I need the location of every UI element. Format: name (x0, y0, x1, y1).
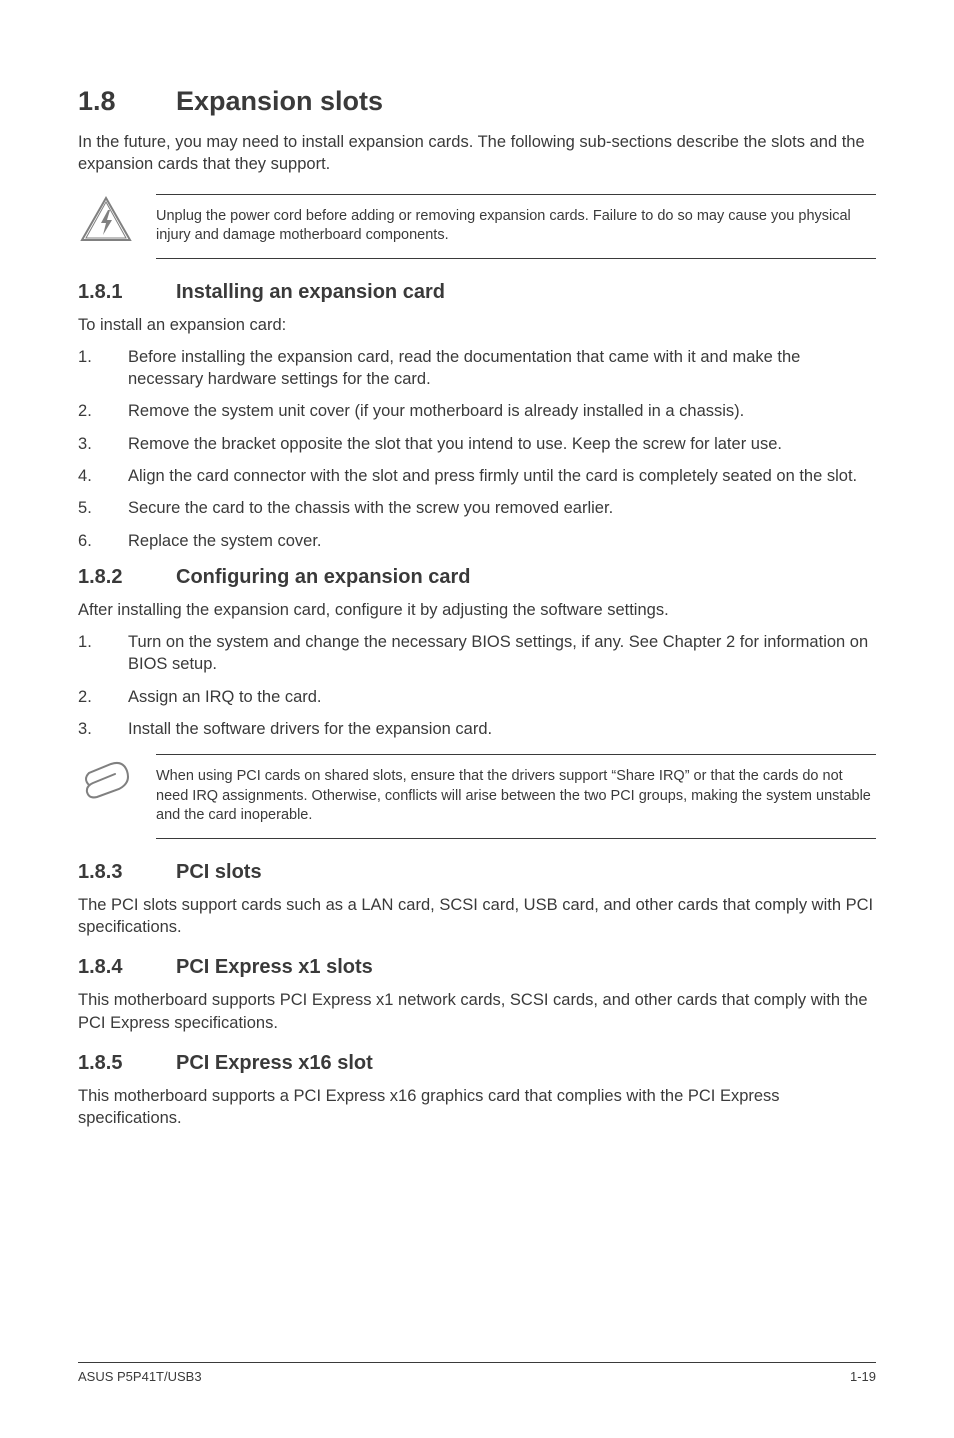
lightning-warning-icon (78, 194, 134, 250)
subsection-title: PCI slots (176, 861, 262, 883)
section-heading: 1.8Expansion slots (78, 86, 876, 117)
subsection-body: This motherboard supports PCI Express x1… (78, 989, 876, 1034)
footer-page-number: 1-19 (850, 1369, 876, 1384)
list-item: Secure the card to the chassis with the … (78, 497, 876, 519)
subsection-heading: 1.8.1Installing an expansion card (78, 281, 876, 304)
section-title: Expansion slots (176, 86, 383, 116)
list-item: Assign an IRQ to the card. (78, 686, 876, 708)
subsection-intro: To install an expansion card: (78, 314, 876, 336)
list-item: Replace the system cover. (78, 530, 876, 552)
paperclip-info-icon (78, 754, 134, 810)
section-number: 1.8 (78, 86, 176, 117)
section-intro: In the future, you may need to install e… (78, 131, 876, 176)
list-item: Install the software drivers for the exp… (78, 718, 876, 740)
subsection-title: Installing an expansion card (176, 281, 445, 303)
info-note-text: When using PCI cards on shared slots, en… (156, 754, 876, 839)
page-footer: ASUS P5P41T/USB3 1-19 (78, 1362, 876, 1384)
subsection-heading: 1.8.5PCI Express x16 slot (78, 1052, 876, 1075)
list-item: Align the card connector with the slot a… (78, 465, 876, 487)
configure-steps-list: Turn on the system and change the necess… (78, 631, 876, 740)
warning-note-text: Unplug the power cord before adding or r… (156, 194, 876, 259)
install-steps-list: Before installing the expansion card, re… (78, 346, 876, 552)
footer-product: ASUS P5P41T/USB3 (78, 1369, 202, 1384)
warning-note: Unplug the power cord before adding or r… (78, 194, 876, 259)
subsection-title: PCI Express x16 slot (176, 1052, 373, 1074)
list-item: Remove the bracket opposite the slot tha… (78, 433, 876, 455)
subsection-heading: 1.8.3PCI slots (78, 861, 876, 884)
subsection-number: 1.8.3 (78, 861, 176, 884)
subsection-number: 1.8.4 (78, 956, 176, 979)
list-item: Remove the system unit cover (if your mo… (78, 400, 876, 422)
subsection-heading: 1.8.4PCI Express x1 slots (78, 956, 876, 979)
list-item: Turn on the system and change the necess… (78, 631, 876, 676)
subsection-number: 1.8.5 (78, 1052, 176, 1075)
subsection-title: PCI Express x1 slots (176, 956, 373, 978)
subsection-body: This motherboard supports a PCI Express … (78, 1085, 876, 1130)
list-item: Before installing the expansion card, re… (78, 346, 876, 391)
subsection-heading: 1.8.2Configuring an expansion card (78, 566, 876, 589)
info-note: When using PCI cards on shared slots, en… (78, 754, 876, 839)
subsection-body: The PCI slots support cards such as a LA… (78, 894, 876, 939)
subsection-number: 1.8.1 (78, 281, 176, 304)
subsection-intro: After installing the expansion card, con… (78, 599, 876, 621)
subsection-title: Configuring an expansion card (176, 566, 470, 588)
subsection-number: 1.8.2 (78, 566, 176, 589)
